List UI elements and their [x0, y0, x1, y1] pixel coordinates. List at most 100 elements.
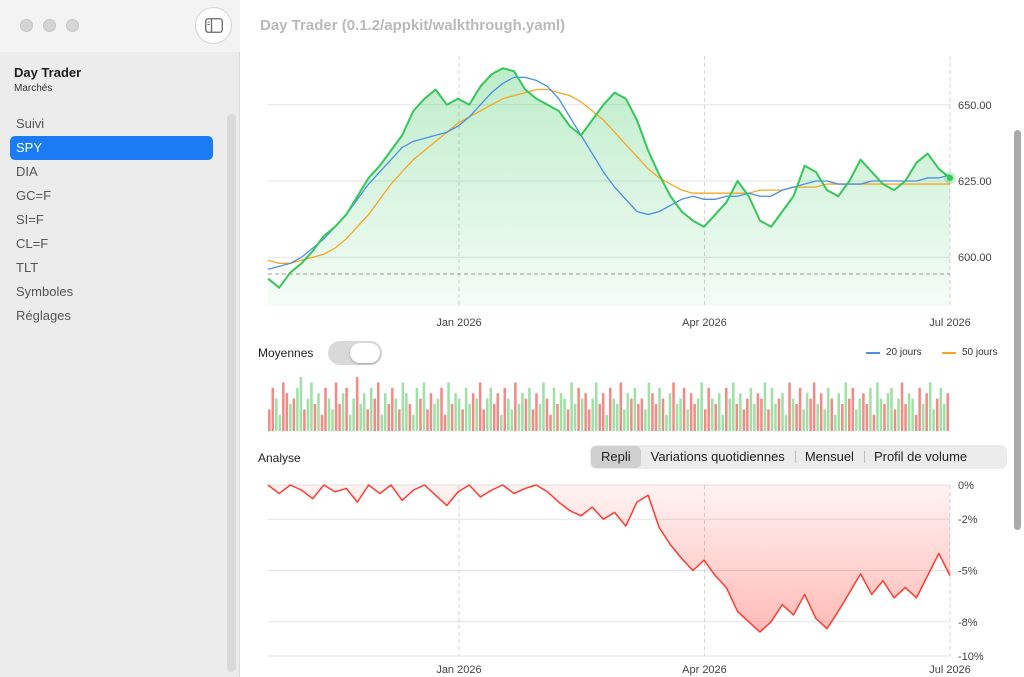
y-tick-label: 600.00 [958, 252, 992, 264]
volume-bar [345, 387, 348, 431]
volume-bar [928, 382, 932, 431]
volume-bar [675, 404, 679, 431]
volume-bar [633, 387, 637, 431]
window-title: Day Trader (0.1.2/appkit/walkthrough.yam… [260, 17, 566, 34]
segment-profil-volume[interactable]: Profil de volume [863, 446, 977, 468]
y-tick-label: 0% [958, 480, 974, 492]
sidebar-item-reglages[interactable]: Réglages [16, 308, 71, 323]
volume-bar [415, 387, 419, 431]
app-subtitle: Marchés [14, 83, 53, 94]
volume-bar [609, 387, 612, 431]
volume-bar [714, 404, 717, 431]
sidebar-item-si[interactable]: SI=F [16, 212, 44, 227]
zoom-window-button[interactable] [66, 19, 79, 32]
volume-bar [584, 393, 587, 431]
close-window-button[interactable] [20, 19, 33, 32]
volume-bar [693, 404, 696, 431]
volume-bar [640, 398, 644, 431]
volume-bar [872, 414, 876, 431]
volume-bar [907, 393, 911, 431]
drawdown-chart[interactable]: 0% -2% -5% -8% -10% Jan 2026 Apr 2026 Jul 2026 [240, 472, 1014, 677]
sidebar-item-spy[interactable]: SPY [10, 136, 213, 160]
volume-bar [830, 398, 834, 431]
volume-bar [398, 409, 401, 431]
segment-repli[interactable]: Repli [591, 446, 641, 468]
volume-bar [626, 393, 630, 431]
volume-bar [802, 409, 805, 431]
volume-bar [746, 398, 749, 431]
sidebar-scrollbar[interactable] [227, 114, 236, 672]
x-tick-label: Apr 2026 [682, 664, 727, 676]
volume-bar [654, 404, 658, 431]
legend-ma50-label: 50 jours [962, 347, 998, 358]
volume-bar [500, 414, 503, 431]
volume-bar [816, 404, 819, 431]
volume-bar [918, 387, 921, 431]
volume-bar [637, 404, 640, 431]
volume-bar [710, 398, 714, 431]
volume-bar [689, 393, 693, 431]
volume-bar [668, 393, 672, 431]
volume-bar [577, 387, 580, 431]
volume-bar [362, 393, 366, 431]
sidebar-nav: Suivi SPY DIA GC=F SI=F CL=F TLT Symbole… [10, 112, 213, 328]
volume-bar [784, 414, 788, 431]
volume-bar [299, 377, 303, 431]
volume-bar [883, 404, 886, 431]
segment-variations[interactable]: Variations quotidiennes [650, 449, 785, 464]
sidebar-item-dia[interactable]: DIA [16, 164, 38, 179]
sidebar-item-gc[interactable]: GC=F [16, 188, 52, 203]
volume-bar [563, 398, 566, 431]
volume-bar [946, 393, 950, 431]
last-price-point [947, 174, 953, 181]
y-tick-label: 650.00 [958, 100, 992, 112]
volume-bar [408, 404, 412, 431]
sidebar-item-symboles[interactable]: Symboles [16, 284, 74, 299]
volume-bar [630, 398, 633, 431]
volume-bar [890, 387, 893, 431]
volume-bar [412, 414, 415, 431]
volume-bar [763, 382, 767, 431]
volume-bar [833, 414, 837, 431]
sidebar-toggle-button[interactable] [195, 7, 232, 44]
averages-toggle[interactable] [328, 341, 382, 365]
volume-bar [570, 382, 573, 431]
volume-chart [268, 377, 950, 431]
volume-bar [521, 393, 524, 431]
volume-bar [457, 398, 461, 431]
sidebar-item-cl[interactable]: CL=F [16, 236, 49, 251]
volume-bar [777, 398, 781, 431]
x-tick-label: Jul 2026 [929, 664, 971, 676]
volume-bar [739, 393, 742, 431]
volume-bar [320, 414, 324, 431]
price-chart[interactable]: 600.00 625.00 650.00 Jan 2026 Apr 2026 Jul 20… [240, 52, 1014, 336]
volume-bar [496, 393, 500, 431]
analysis-label: Analyse [258, 451, 301, 465]
main-scrollbar[interactable] [1014, 130, 1021, 530]
minimize-window-button[interactable] [43, 19, 56, 32]
volume-bar [566, 409, 570, 431]
volume-bar [545, 398, 549, 431]
sidebar-item-tlt[interactable]: TLT [16, 260, 39, 275]
volume-bar [651, 393, 654, 431]
volume-bar [851, 387, 855, 431]
volume-bar [482, 409, 485, 431]
volume-bar [725, 387, 728, 431]
volume-bar [728, 398, 732, 431]
volume-bar [380, 414, 384, 431]
volume-bar [647, 382, 651, 431]
volume-bar [559, 393, 563, 431]
volume-bar [507, 398, 510, 431]
sidebar-item-suivi[interactable]: Suivi [16, 116, 45, 131]
segment-mensuel[interactable]: Mensuel [794, 446, 864, 468]
volume-bar [471, 393, 475, 431]
legend-line-icon [942, 351, 956, 354]
y-tick-label: -8% [958, 617, 978, 629]
volume-bar [440, 387, 443, 431]
volume-bar [616, 404, 619, 431]
volume-bar [531, 409, 535, 431]
volume-bar [436, 398, 440, 431]
volume-bar [348, 414, 352, 431]
volume-bar [296, 387, 299, 431]
volume-bar [939, 387, 942, 431]
